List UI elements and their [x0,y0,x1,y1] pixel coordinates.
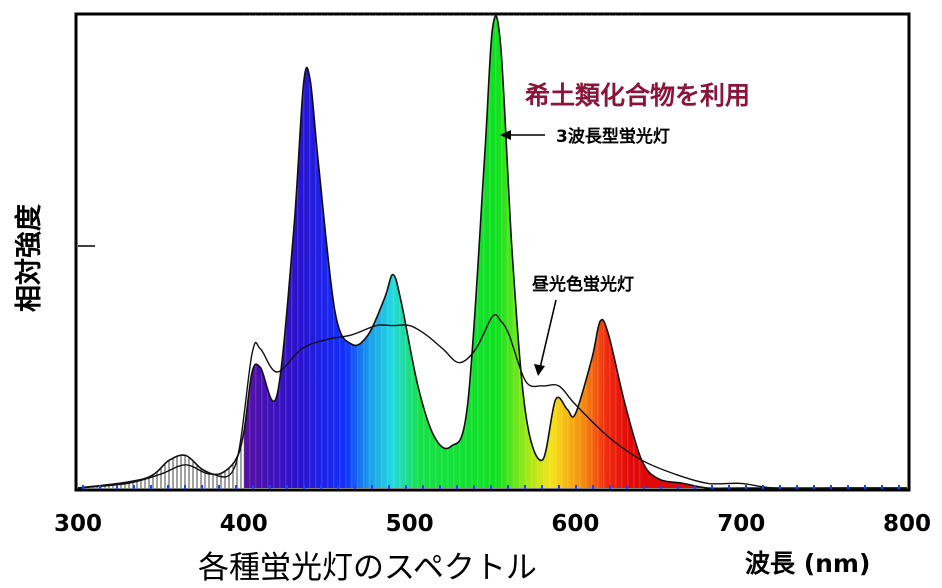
baseline-tick [439,485,441,489]
baseline-tick [235,485,237,489]
x-tick-labels: 300 400 500 600 700 800 [54,511,931,537]
baseline-tick [626,485,628,489]
rare-earth-annotation: 希土類化合物を利用 [525,81,750,110]
series-3wave-uv-area [78,432,244,488]
series-daylight-line [77,313,907,490]
baseline-tick [422,485,424,489]
baseline-tick [252,485,254,489]
arrow-daylight-head [534,364,545,376]
x-tick-label: 700 [717,511,765,537]
baseline-tick [456,485,458,489]
baseline-tick [286,485,288,489]
series-3wave-line [77,15,907,490]
baseline-tick [371,485,373,489]
baseline-tick [660,485,662,489]
y-axis-label: 相対強度 [13,204,45,312]
baseline-tick [184,485,186,489]
baseline-tick [796,485,798,489]
label-daylight: 昼光色蛍光灯 [532,274,634,295]
baseline-tick [473,485,475,489]
baseline-tick [150,485,152,489]
baseline-tick [558,485,560,489]
label-3wave: 3波長型蛍光灯 [556,126,670,147]
baseline-tick [116,485,118,489]
baseline-tick [337,485,339,489]
baseline-tick [99,485,101,489]
baseline-tick [507,485,509,489]
baseline-tick [201,485,203,489]
baseline-tick [592,485,594,489]
baseline-tick [218,485,220,489]
x-tick-label: 300 [54,511,102,537]
baseline-tick [830,485,832,489]
baseline-tick [762,485,764,489]
baseline-tick [524,485,526,489]
baseline-tick [354,485,356,489]
baseline-tick [847,485,849,489]
baseline-tick [133,485,135,489]
baseline-tick [881,485,883,489]
baseline-tick [728,485,730,489]
baseline-tick [864,485,866,489]
baseline-tick [779,485,781,489]
baseline-tick [643,485,645,489]
arrow-daylight-line [539,299,557,369]
x-tick-label: 600 [551,511,599,537]
chart-title: 各種蛍光灯のスペクトル [198,550,537,586]
baseline-tick [745,485,747,489]
baseline-tick [575,485,577,489]
baseline-tick [813,485,815,489]
baseline-tick [541,485,543,489]
baseline-tick [320,485,322,489]
baseline-tick [303,485,305,489]
baseline-blue-ticks [82,485,900,489]
baseline-tick [711,485,713,489]
series-3wave-visible-area [243,16,907,489]
baseline-tick [82,485,84,489]
baseline-tick [609,485,611,489]
baseline-tick [490,485,492,489]
x-tick-label: 800 [883,511,931,537]
baseline-tick [405,485,407,489]
baseline-tick [167,485,169,489]
arrow-3wave-head [500,130,511,140]
baseline-tick [269,485,271,489]
x-tick-label: 500 [386,511,434,537]
baseline-tick [898,485,900,489]
baseline-tick [677,485,679,489]
baseline-tick [694,485,696,489]
x-tick-label: 400 [220,511,268,537]
baseline-tick [388,485,390,489]
x-axis-label: 波長 (nm) [745,549,870,578]
